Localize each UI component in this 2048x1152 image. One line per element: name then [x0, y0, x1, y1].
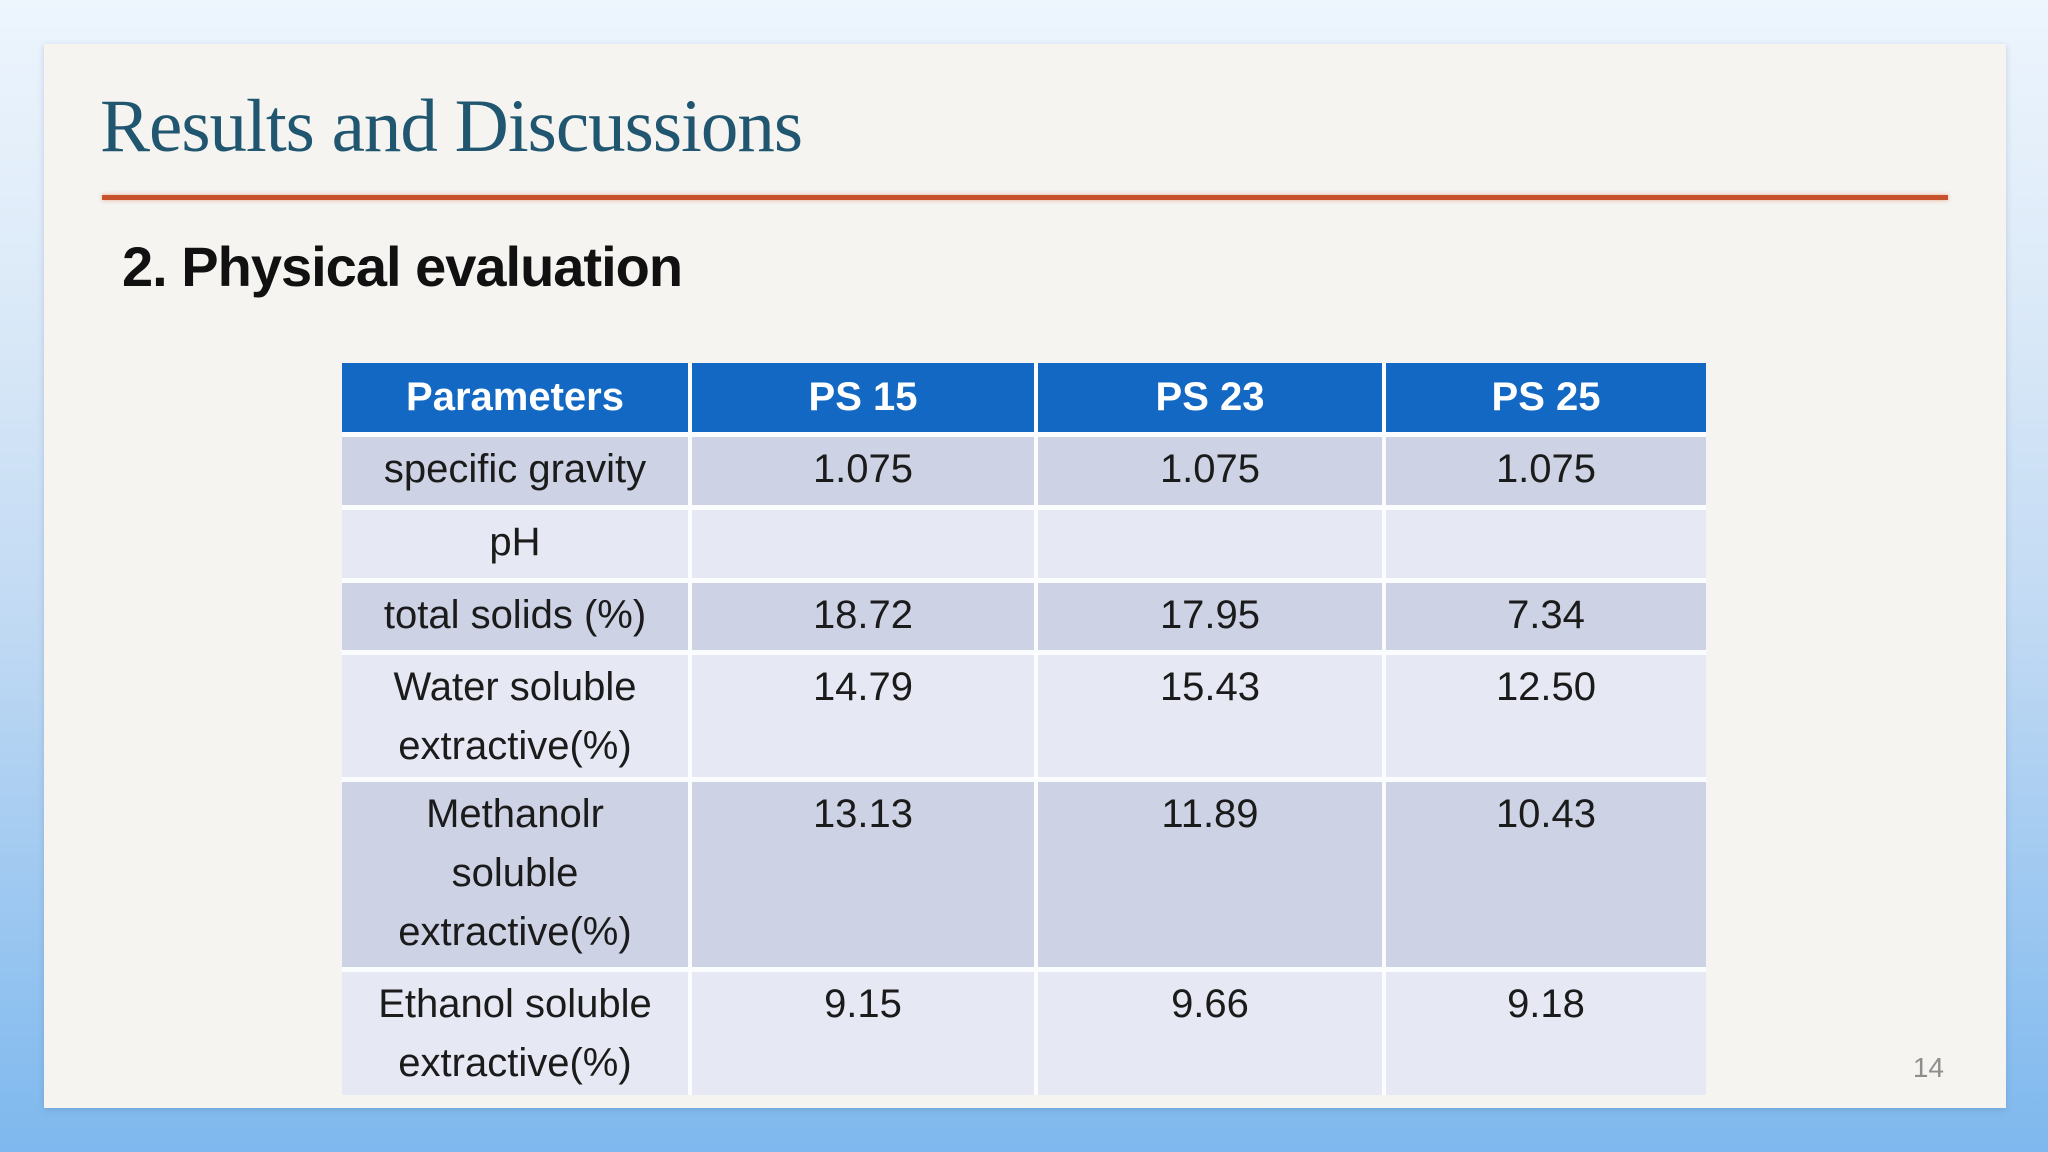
physical-evaluation-table: Parameters PS 15 PS 23 PS 25 specific gr… — [342, 363, 1706, 1095]
row-value: 9.15 — [692, 972, 1034, 1095]
row-value: 7.34 — [1386, 583, 1706, 650]
row-value — [1386, 510, 1706, 578]
row-value — [692, 510, 1034, 578]
row-value: 13.13 — [692, 782, 1034, 967]
row-value: 12.50 — [1386, 655, 1706, 777]
title-divider-line — [102, 195, 1948, 200]
row-value: 18.72 — [692, 583, 1034, 650]
row-value: 17.95 — [1038, 583, 1382, 650]
slide-title: Results and Discussions — [100, 85, 803, 168]
row-parameter-label: Ethanol soluble extractive(%) — [342, 972, 688, 1095]
row-parameter-label: Water soluble extractive(%) — [342, 655, 688, 777]
section-heading: 2. Physical evaluation — [122, 235, 683, 298]
table-header-ps23: PS 23 — [1038, 363, 1382, 432]
row-value: 11.89 — [1038, 782, 1382, 967]
row-value — [1038, 510, 1382, 578]
row-value: 9.66 — [1038, 972, 1382, 1095]
row-value: 1.075 — [1386, 437, 1706, 505]
row-parameter-label: specific gravity — [342, 437, 688, 505]
row-value: 1.075 — [692, 437, 1034, 505]
table-header-parameters: Parameters — [342, 363, 688, 432]
row-value: 1.075 — [1038, 437, 1382, 505]
page-number: 14 — [1912, 1052, 1944, 1083]
table-header-ps25: PS 25 — [1386, 363, 1706, 432]
row-value: 10.43 — [1386, 782, 1706, 967]
row-value: 15.43 — [1038, 655, 1382, 777]
row-value: 9.18 — [1386, 972, 1706, 1095]
row-parameter-label: total solids (%) — [342, 583, 688, 650]
row-value: 14.79 — [692, 655, 1034, 777]
row-parameter-label: Methanolr soluble extractive(%) — [342, 782, 688, 967]
row-parameter-label: pH — [342, 510, 688, 578]
table-header-ps15: PS 15 — [692, 363, 1034, 432]
slide-canvas: Results and Discussions 2. Physical eval… — [44, 44, 2006, 1108]
